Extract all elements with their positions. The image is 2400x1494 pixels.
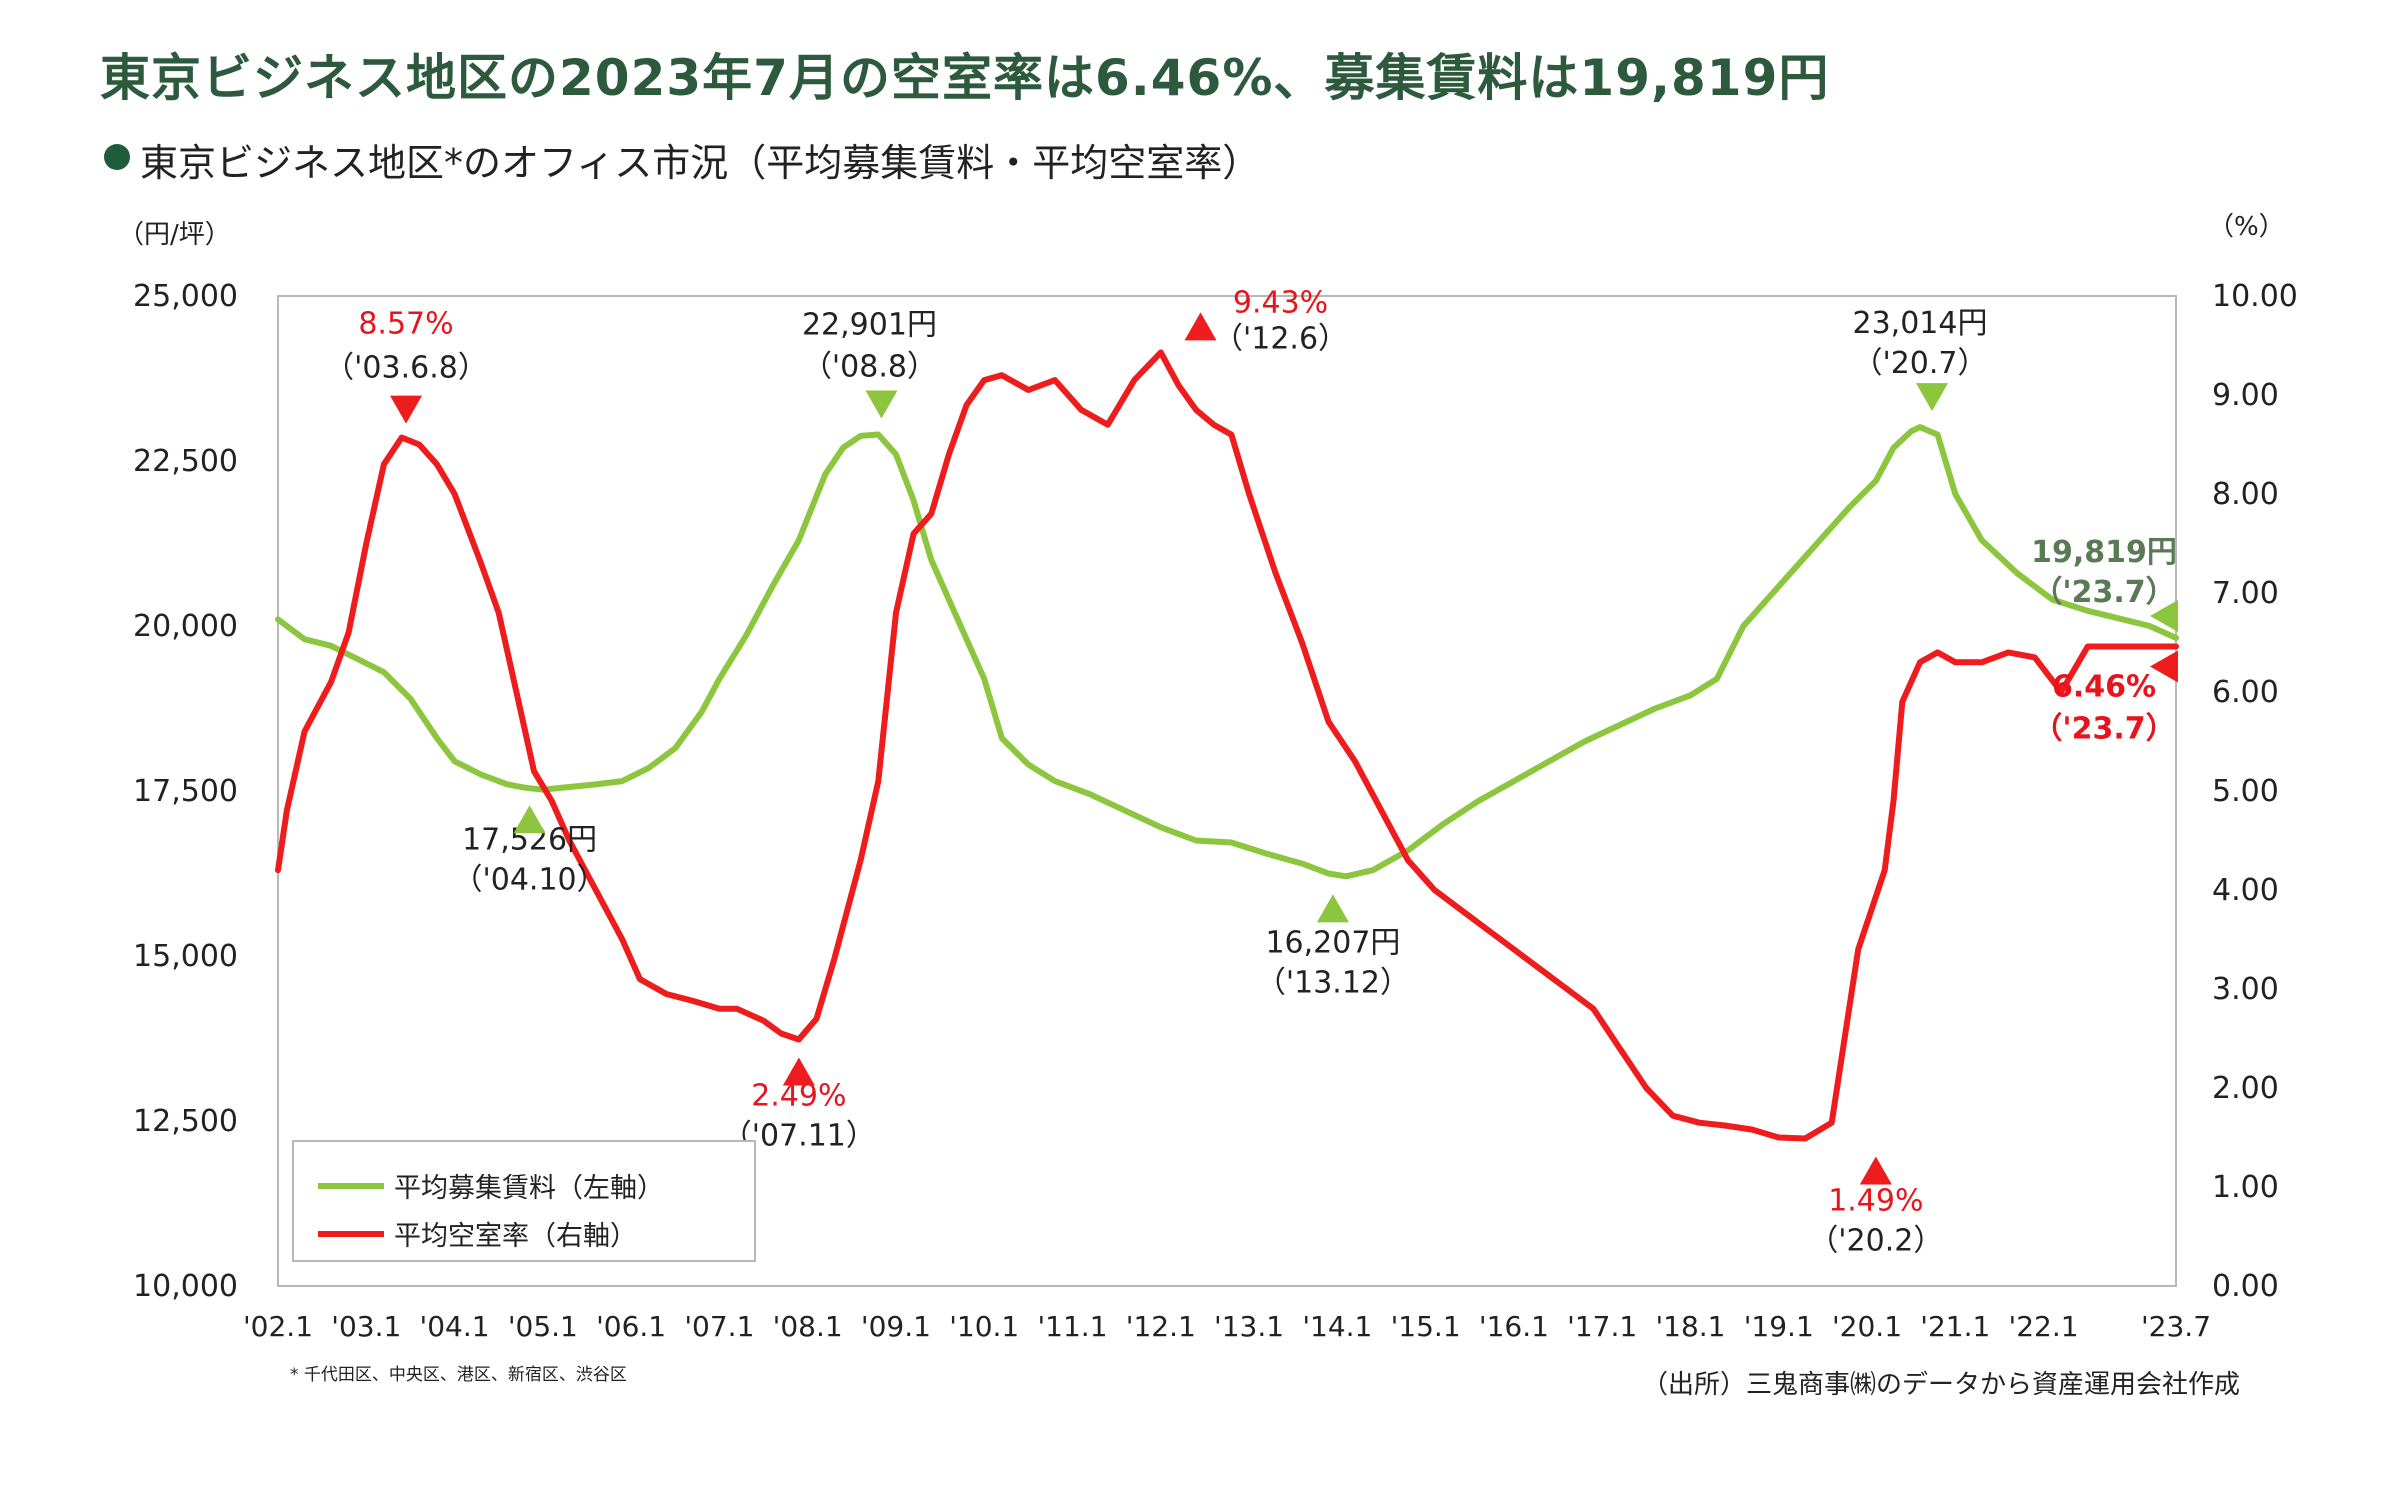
annotation-marker-triangle [390, 395, 423, 424]
annotation-date: （'20.2） [1808, 1223, 1943, 1258]
rent-series-line [275, 424, 2179, 880]
x-tick-label: '16.1 [1479, 1310, 1549, 1343]
annotation-date: （'23.7） [2032, 711, 2175, 746]
legend-label-rent: 平均募集賃料（左軸） [394, 1173, 664, 1204]
x-tick-label: '12.1 [1126, 1310, 1196, 1343]
annotation-marker-triangle [1915, 383, 1948, 412]
x-tick-label: '17.1 [1567, 1310, 1637, 1343]
x-tick-label: '22.1 [2009, 1310, 2079, 1343]
right-tick-label: 2.00 [2212, 1071, 2279, 1106]
right-tick-label: 6.00 [2212, 675, 2279, 710]
right-tick-label: 8.00 [2212, 477, 2279, 512]
right-tick-label: 7.00 [2212, 576, 2279, 611]
x-tick-label: '18.1 [1655, 1310, 1725, 1343]
x-axis-ticks: '02.1 '03.1 '04.1 '05.1 '06.1 '07.1 '08.1 '09.1… [243, 1310, 2211, 1343]
right-tick-label: 9.00 [2212, 378, 2279, 413]
vacancy-series-line [275, 349, 2179, 1142]
left-tick-label: 25,000 [133, 279, 238, 314]
right-axis-unit: （%） [2208, 212, 2285, 242]
x-tick-label: '19.1 [1744, 1310, 1814, 1343]
annotation-marker-triangle [2150, 599, 2178, 632]
annotation-date: （'23.7） [2032, 575, 2175, 610]
x-tick-label: '03.1 [331, 1310, 401, 1343]
annotation-marker-triangle [513, 805, 546, 834]
right-tick-label: 10.00 [2212, 279, 2298, 314]
x-tick-label: '06.1 [596, 1310, 666, 1343]
annotation-marker-triangle [2150, 650, 2178, 683]
right-tick-label: 3.00 [2212, 972, 2279, 1007]
annotation-marker-triangle [865, 390, 898, 419]
x-tick-label: '20.1 [1832, 1310, 1902, 1343]
annotation-value: 19,819円 [2031, 535, 2177, 570]
right-tick-label: 1.00 [2212, 1170, 2279, 1205]
left-tick-label: 17,500 [133, 774, 238, 809]
footnote: * 千代田区、中央区、港区、新宿区、渋谷区 [290, 1365, 627, 1385]
left-tick-label: 12,500 [133, 1104, 238, 1139]
left-axis-unit: （円/坪） [118, 220, 231, 250]
x-tick-label: '08.1 [773, 1310, 843, 1343]
annotation-date: （'04.10） [453, 862, 607, 897]
legend-label-vacancy: 平均空室率（右軸） [394, 1221, 637, 1252]
annotation-marker-triangle [782, 1057, 815, 1086]
legend: 平均募集賃料（左軸） 平均空室率（右軸） [292, 1140, 756, 1262]
x-tick-label: '09.1 [861, 1310, 931, 1343]
series-layer [275, 349, 2179, 1142]
annotation-marker-triangle [1316, 894, 1349, 923]
source-note: （出所）三鬼商事㈱のデータから資産運用会社作成 [1641, 1370, 2240, 1400]
legend-item-rent: 平均募集賃料（左軸） [318, 1166, 664, 1205]
plot-area [277, 295, 2177, 1287]
bullet-icon [104, 144, 130, 170]
x-tick-label: '15.1 [1391, 1310, 1461, 1343]
annotation-date: （'12.6） [1213, 321, 1348, 356]
x-tick-label: '04.1 [420, 1310, 490, 1343]
x-tick-label: '13.1 [1214, 1310, 1284, 1343]
x-tick-label: '02.1 [243, 1310, 313, 1343]
annotation-value: 1.49% [1828, 1183, 1923, 1218]
x-tick-label: '10.1 [949, 1310, 1019, 1343]
left-axis-ticks: 10,000 12,500 15,000 17,500 20,000 22,500 25,0… [133, 279, 238, 1304]
annotation-value: 16,207円 [1265, 925, 1400, 960]
annotation-value: 8.57% [358, 307, 453, 342]
x-tick-label: '14.1 [1302, 1310, 1372, 1343]
annotation-value: 22,901円 [802, 308, 937, 343]
x-tick-label: '23.7 [2141, 1310, 2211, 1343]
left-tick-label: 22,500 [133, 444, 238, 479]
right-tick-label: 4.00 [2212, 873, 2279, 908]
annotation-value: 6.46% [2052, 669, 2156, 704]
legend-swatch-rent [318, 1182, 384, 1189]
x-tick-label: '07.1 [684, 1310, 754, 1343]
annotation-date: （'08.8） [802, 350, 937, 385]
annotations-layer: 8.57%（'03.6.8）2.49%（'07.11）9.43%（'12.6）1… [324, 285, 2178, 1258]
right-tick-label: 0.00 [2212, 1269, 2279, 1304]
annotation-marker-triangle [1184, 312, 1217, 341]
annotation-date: （'20.7） [1852, 346, 1987, 381]
x-tick-label: '11.1 [1037, 1310, 1107, 1343]
annotation-value: 23,014円 [1852, 306, 1987, 341]
annotation-value: 9.43% [1233, 285, 1328, 320]
chart-subtitle: 東京ビジネス地区*のオフィス市況（平均募集賃料・平均空室率） [140, 141, 1261, 185]
annotation-marker-triangle [1859, 1156, 1892, 1185]
right-tick-label: 5.00 [2212, 774, 2279, 809]
left-tick-label: 15,000 [133, 939, 238, 974]
annotation-date: （'13.12） [1256, 965, 1410, 1000]
chart-title: 東京ビジネス地区の2023年7月の空室率は6.46%、募集賃料は19,819円 [100, 49, 1830, 107]
x-tick-label: '05.1 [508, 1310, 578, 1343]
annotation-date: （'03.6.8） [324, 351, 488, 386]
legend-item-vacancy: 平均空室率（右軸） [318, 1214, 637, 1253]
right-axis-ticks: 0.00 1.00 2.00 3.00 4.00 5.00 6.00 7.00 8.00 9.00… [2212, 279, 2298, 1304]
legend-swatch-vacancy [318, 1230, 384, 1237]
left-tick-label: 10,000 [133, 1269, 238, 1304]
left-tick-label: 20,000 [133, 609, 238, 644]
x-tick-label: '21.1 [1920, 1310, 1990, 1343]
